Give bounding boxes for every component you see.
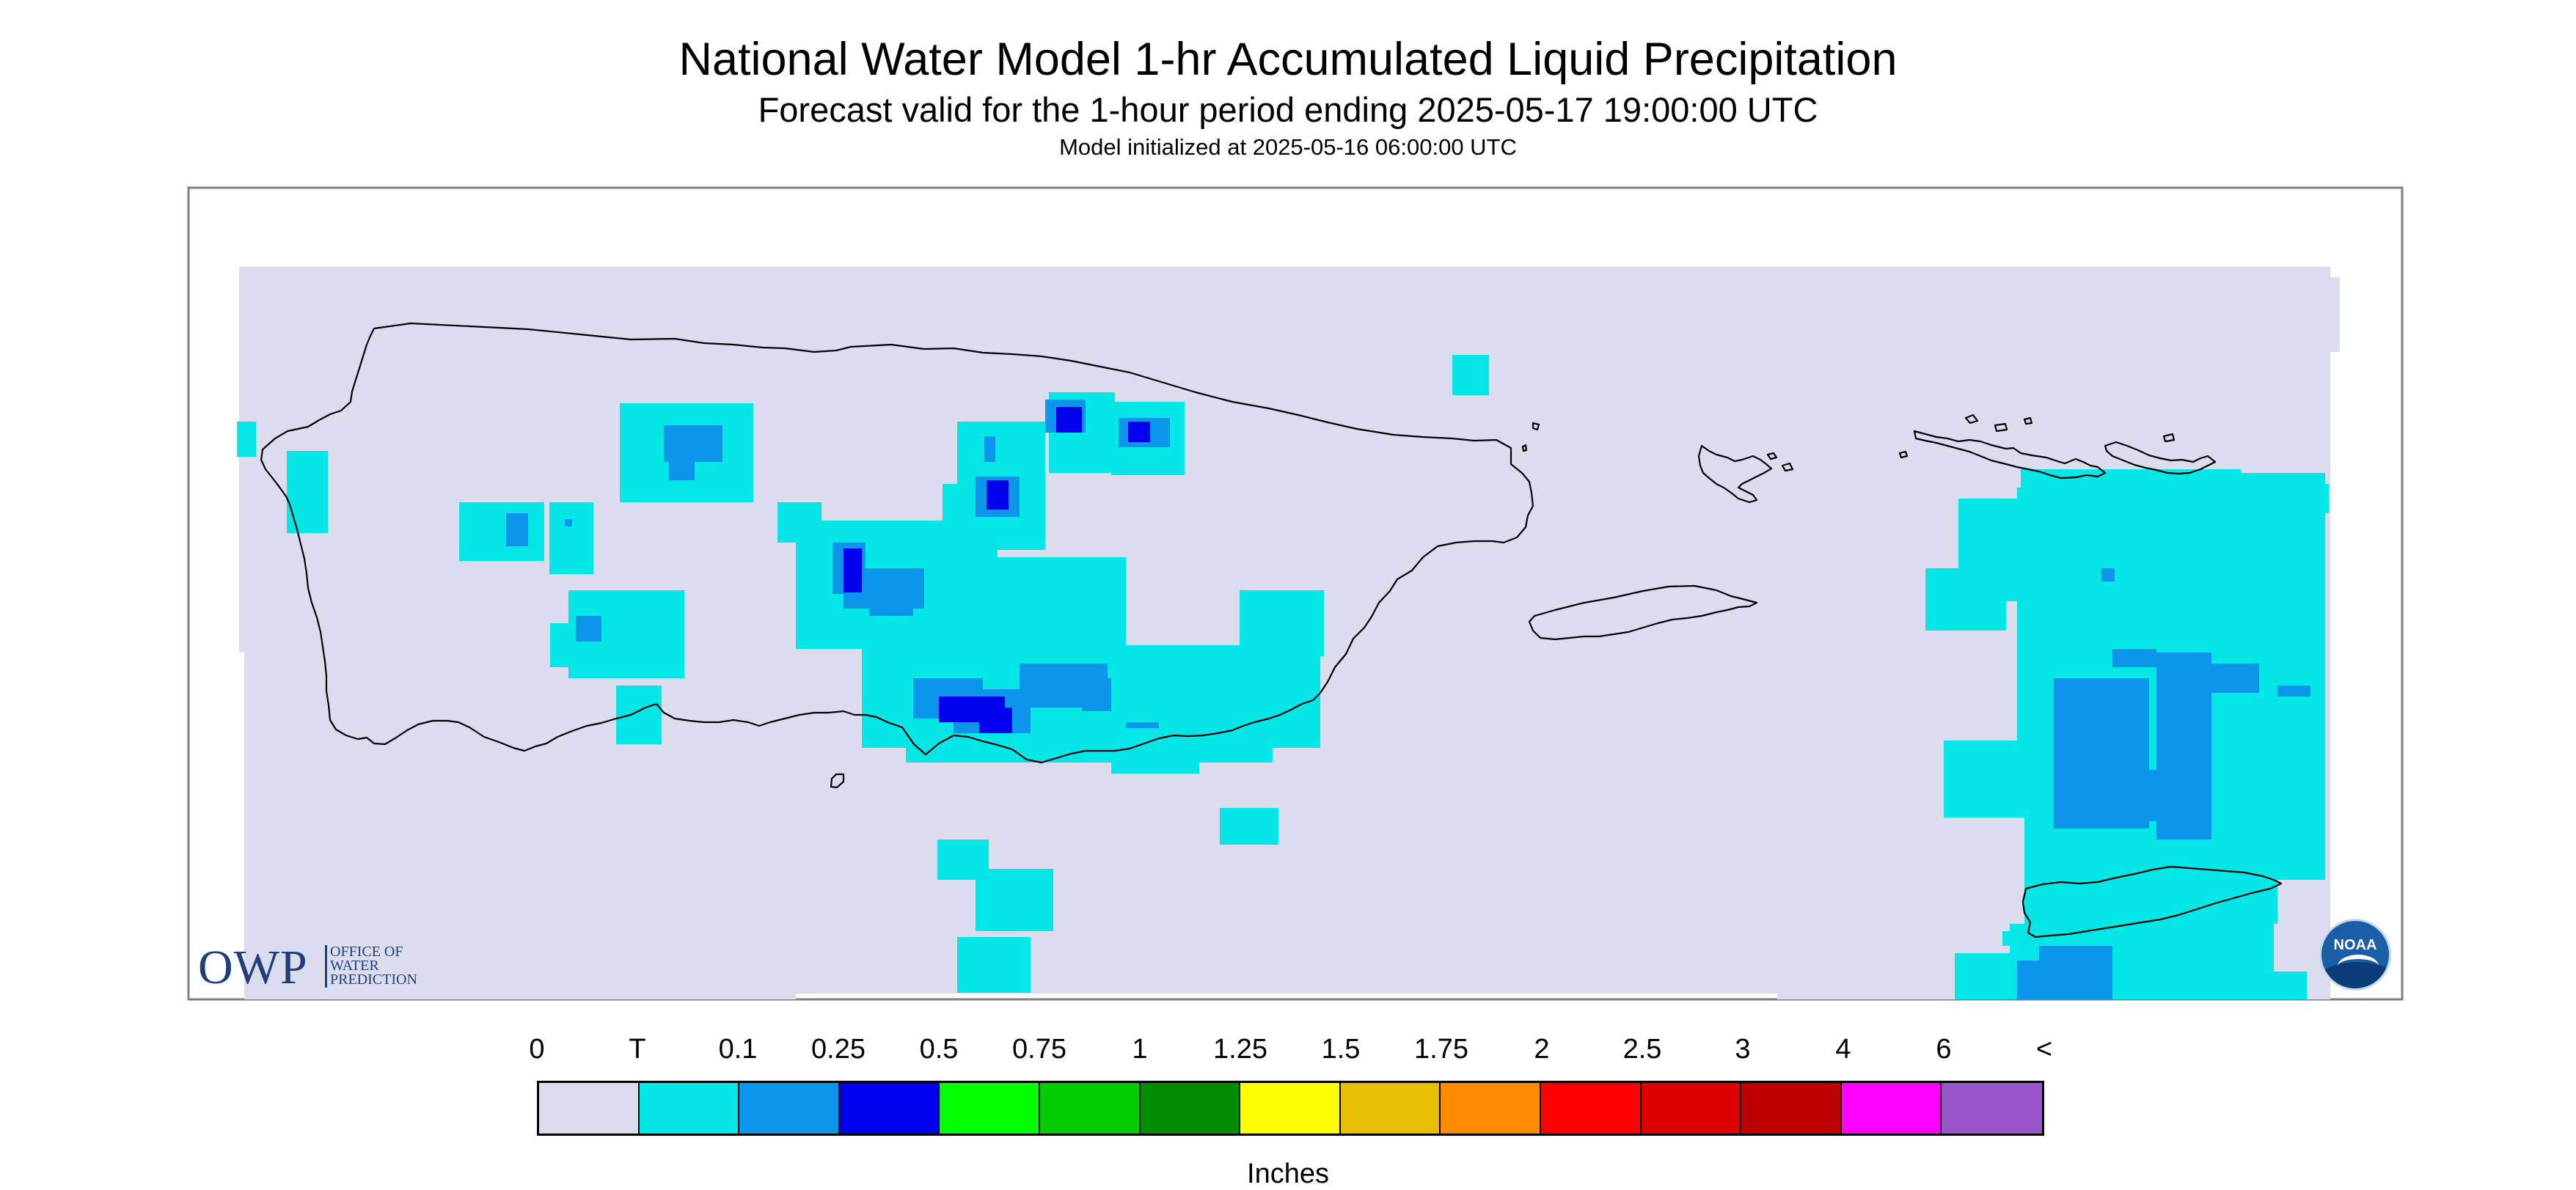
noaa-logo: NOAA (2319, 919, 2391, 991)
legend-swatch (940, 1083, 1040, 1134)
legend-swatch (1641, 1083, 1742, 1134)
precipitation-map (187, 186, 2404, 1001)
owp-line-2: WATER (330, 958, 379, 974)
legend-tick-label: 1.75 (1414, 1034, 1468, 1065)
legend-tick-label: 1 (1132, 1034, 1148, 1065)
legend-tick-label: 3 (1735, 1034, 1751, 1065)
legend-swatch (739, 1083, 840, 1134)
legend-swatch (1540, 1083, 1642, 1134)
bvi-islets (1898, 414, 2176, 459)
st-thomas-coast (1913, 430, 2107, 480)
owp-line-1: OFFICE OF (330, 944, 403, 960)
legend-tick-label: 0.25 (811, 1034, 866, 1065)
map-title: National Water Model 1-hr Accumulated Li… (678, 34, 1898, 85)
legend-tick-label: 1.25 (1213, 1034, 1267, 1065)
legend-swatch (1942, 1083, 2042, 1134)
noaa-logo-bird (2338, 955, 2379, 978)
legend-swatch (639, 1083, 740, 1134)
culebrita-islet (1532, 422, 1540, 431)
legend-tick-label: 2 (1534, 1034, 1550, 1065)
legend-swatch (1240, 1083, 1341, 1134)
culebra-islet (1766, 452, 1778, 460)
legend-swatch (539, 1083, 640, 1134)
precip-0.25-areas (844, 407, 1150, 733)
legend-swatch (1140, 1083, 1241, 1134)
owp-line-3: PREDICTION (330, 972, 417, 988)
legend-tick-label: 6 (1936, 1034, 1952, 1065)
small-cay (1521, 444, 1528, 452)
legend-tick-label: 0.1 (718, 1034, 758, 1065)
legend-swatch (1039, 1083, 1141, 1134)
coastlines (260, 322, 2283, 939)
owp-logo-text: OWP (198, 941, 308, 994)
legend-tick-label: < (2035, 1034, 2053, 1065)
legend-tick-label: 0 (529, 1034, 545, 1065)
noaa-logo-text: NOAA (2333, 937, 2377, 953)
model-init-text: Model initialized at 2025-05-16 06:00:00… (1059, 134, 1517, 160)
culebra-coast (1697, 444, 1773, 504)
legend-swatch (1841, 1083, 1942, 1134)
trace-precip-areas (237, 355, 2329, 999)
culebra-islet-2 (1781, 462, 1794, 472)
legend-units-label: Inches (1247, 1158, 1329, 1189)
map-subtitle: Forecast valid for the 1-hour period end… (758, 90, 1818, 129)
legend-tick-label: 4 (1835, 1034, 1851, 1065)
legend-tick-label: T (629, 1034, 646, 1065)
legend-tick-label: 0.75 (1012, 1034, 1066, 1065)
legend-swatch (1340, 1083, 1441, 1134)
caja-de-muertos (830, 773, 845, 789)
owp-logo-subtext: OFFICE OF WATER PREDICTION (330, 944, 417, 988)
legend-colorbar (537, 1081, 2044, 1136)
puerto-rico-coast (260, 322, 1534, 764)
legend-tick-label: 2.5 (1622, 1034, 1662, 1065)
st-croix-coast (2021, 865, 2283, 939)
legend-tick-label: 0.5 (919, 1034, 959, 1065)
vieques-coast (1528, 584, 1758, 641)
legend-swatch (839, 1083, 940, 1134)
legend-swatch (1741, 1083, 1842, 1134)
legend-tick-label: 1.5 (1321, 1034, 1361, 1065)
legend-swatch (1441, 1083, 1541, 1134)
st-john-coast (2104, 441, 2217, 475)
owp-logo-divider (325, 945, 327, 988)
